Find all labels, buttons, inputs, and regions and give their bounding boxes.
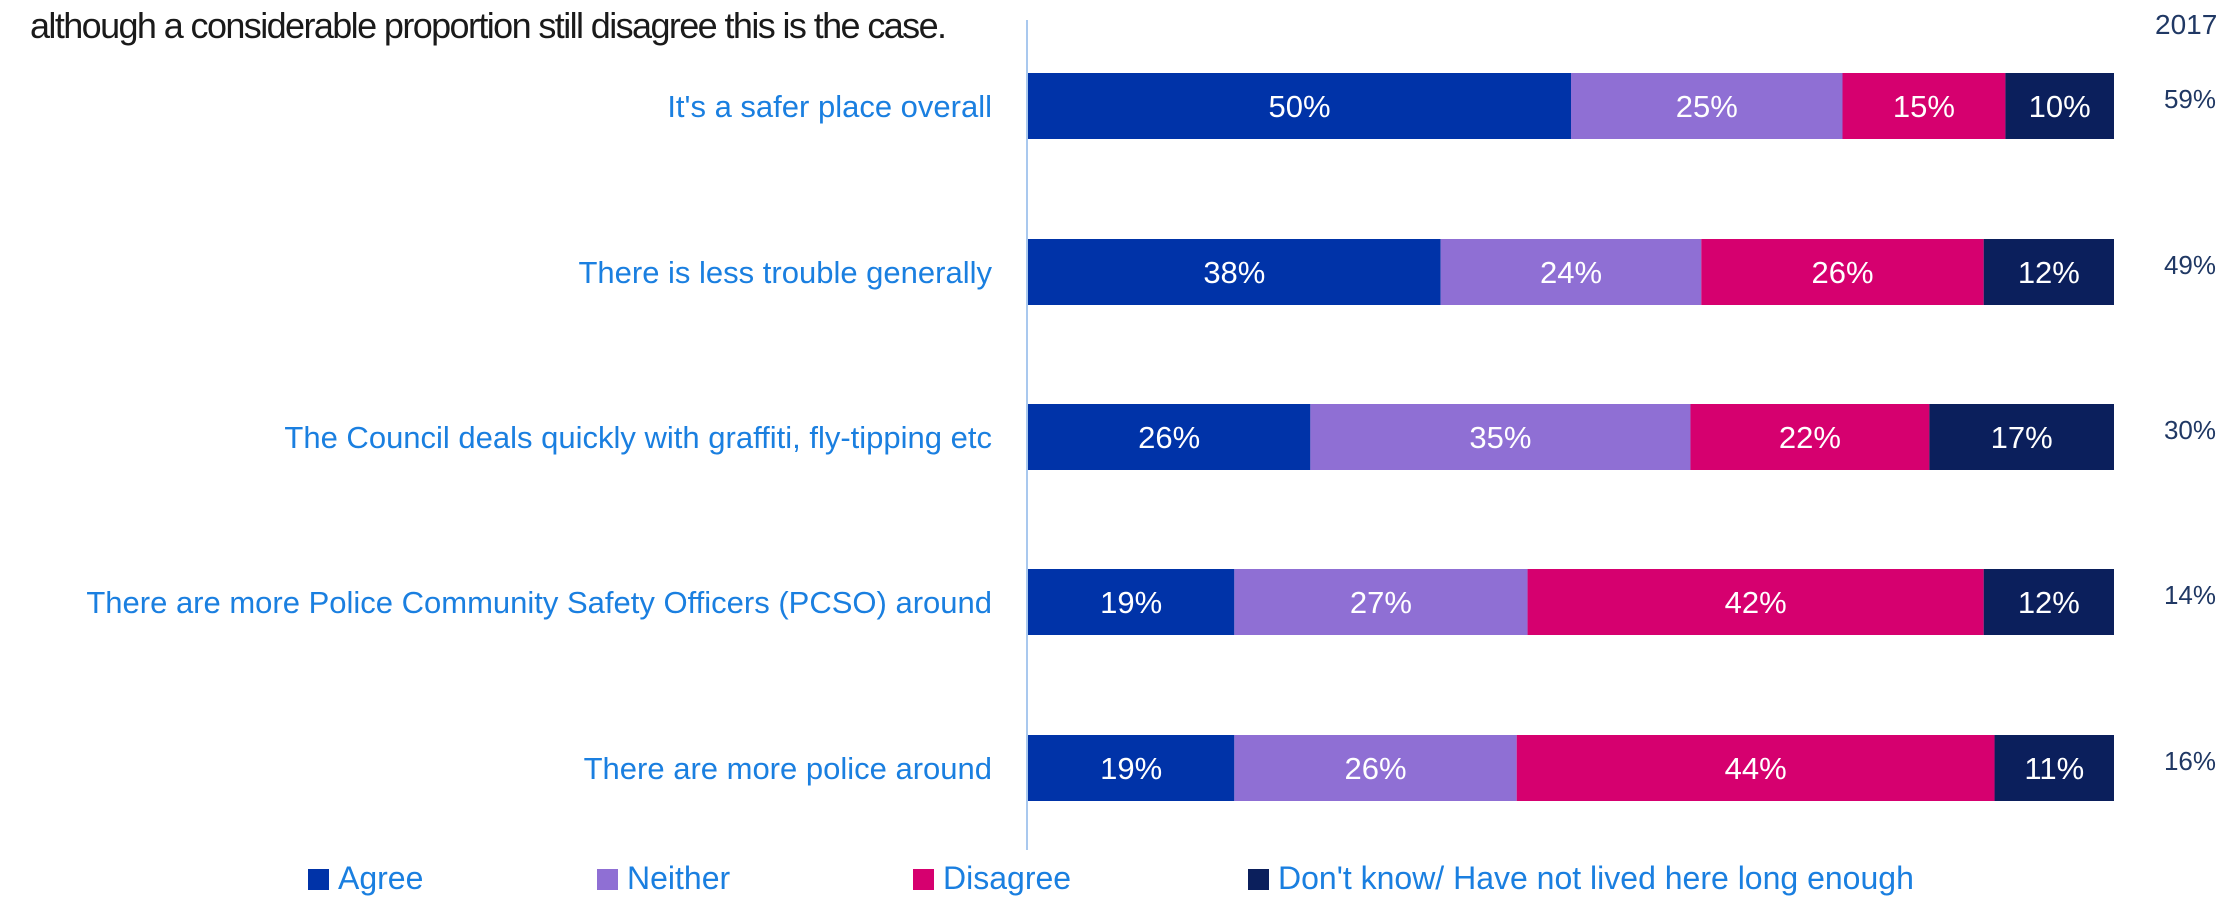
bar-segment xyxy=(1234,569,1528,635)
legend-swatch xyxy=(597,869,618,890)
legend-label: Neither xyxy=(627,860,731,896)
legend: Agree Neither Disagree Don't know/ Have not… xyxy=(308,860,1914,896)
bar-value-label: 22% xyxy=(1779,420,1841,455)
bar-segment xyxy=(1701,239,1984,305)
bar-segment xyxy=(1028,73,1571,139)
bar-value-label: 50% xyxy=(1268,89,1330,124)
comparison-value: 14% xyxy=(2164,580,2216,610)
bar-value-label: 19% xyxy=(1100,751,1162,786)
bar-value-label: 10% xyxy=(2029,89,2091,124)
legend-swatch xyxy=(1248,869,1269,890)
bar-segment xyxy=(1983,239,2114,305)
bar-segment xyxy=(2005,73,2114,139)
bar-value-label: 15% xyxy=(1893,89,1955,124)
bars-layer: It's a safer place overall 50% 25% 15% 10% 59… xyxy=(86,73,2216,801)
bar-value-label: 26% xyxy=(1344,751,1406,786)
bar-segment xyxy=(1310,404,1691,470)
bar-value-label: 27% xyxy=(1350,585,1412,620)
bar-segment xyxy=(1028,569,1235,635)
comparison-year-header: 2017 xyxy=(2155,9,2217,40)
comparison-value: 16% xyxy=(2164,746,2216,776)
bar-segment xyxy=(1929,404,2114,470)
legend-label: Agree xyxy=(338,860,423,896)
bar-value-label: 25% xyxy=(1676,89,1738,124)
category-label: It's a safer place overall xyxy=(667,89,992,124)
bar-value-label: 12% xyxy=(2018,255,2080,290)
bar-segment xyxy=(1571,73,1843,139)
bar-value-label: 26% xyxy=(1138,420,1200,455)
bar-segment xyxy=(1690,404,1930,470)
bar-segment xyxy=(1028,239,1441,305)
comparison-value: 59% xyxy=(2164,84,2216,114)
category-label: There are more police around xyxy=(584,751,992,786)
bar-value-label: 35% xyxy=(1469,420,1531,455)
bar-value-label: 24% xyxy=(1540,255,1602,290)
category-label: There is less trouble generally xyxy=(578,255,992,290)
bar-segment xyxy=(1028,404,1311,470)
legend-swatch xyxy=(308,869,329,890)
category-label: There are more Police Community Safety O… xyxy=(86,585,992,620)
bar-segment xyxy=(1440,239,1702,305)
comparison-value: 30% xyxy=(2164,415,2216,445)
bar-value-label: 38% xyxy=(1203,255,1265,290)
legend-label: Don't know/ Have not lived here long eno… xyxy=(1278,860,1914,896)
legend-label: Disagree xyxy=(943,860,1071,896)
bar-segment xyxy=(1842,73,2006,139)
category-label: The Council deals quickly with graffiti,… xyxy=(284,420,992,455)
bar-value-label: 19% xyxy=(1100,585,1162,620)
bar-segment xyxy=(1516,735,1995,801)
comparison-value: 49% xyxy=(2164,250,2216,280)
bar-value-label: 44% xyxy=(1725,751,1787,786)
bar-value-label: 26% xyxy=(1811,255,1873,290)
bar-value-label: 11% xyxy=(2024,751,2084,786)
bar-segment xyxy=(1527,569,1984,635)
bar-value-label: 12% xyxy=(2018,585,2080,620)
bar-segment xyxy=(1234,735,1517,801)
bar-segment xyxy=(1994,735,2114,801)
intro-text: although a considerable proportion still… xyxy=(30,5,945,46)
bar-value-label: 17% xyxy=(1991,420,2053,455)
bar-segment xyxy=(1983,569,2114,635)
bar-value-label: 42% xyxy=(1725,585,1787,620)
legend-swatch xyxy=(913,869,934,890)
bar-segment xyxy=(1028,735,1235,801)
